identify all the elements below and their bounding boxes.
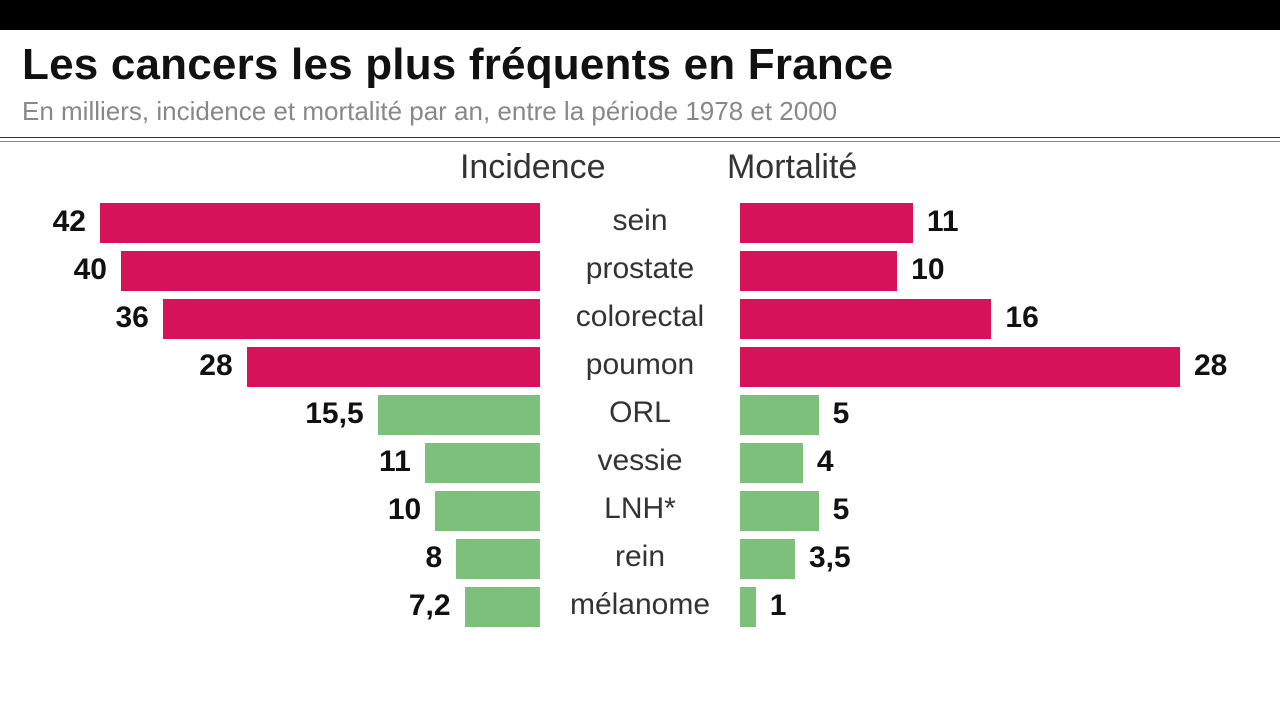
- mortalite-bar: [740, 251, 897, 291]
- category-label: poumon: [586, 348, 694, 382]
- mortalite-value: 3,5: [809, 541, 851, 575]
- incidence-value: 7,2: [409, 589, 451, 623]
- mortalite-bar: [740, 203, 913, 243]
- chart-subtitle: En milliers, incidence et mortalité par …: [0, 96, 1280, 137]
- mortalite-bar: [740, 395, 819, 435]
- incidence-value: 10: [388, 493, 421, 527]
- incidence-bar: [100, 203, 540, 243]
- chart-row: LNH* 10 5: [0, 488, 1280, 536]
- incidence-value: 15,5: [305, 397, 363, 431]
- incidence-value: 40: [74, 253, 107, 287]
- incidence-bar: [465, 587, 540, 627]
- mortalite-value: 16: [1005, 301, 1038, 335]
- mortalite-value: 5: [833, 397, 850, 431]
- incidence-value: 42: [53, 205, 86, 239]
- diverging-bar-chart: Incidence Mortalité sein 42 11 prostate 40 10…: [0, 148, 1280, 708]
- category-label: sein: [612, 204, 667, 238]
- chart-row: rein 8 3,5: [0, 536, 1280, 584]
- divider-top: [0, 137, 1280, 138]
- incidence-value: 11: [379, 445, 411, 479]
- mortalite-bar: [740, 587, 756, 627]
- category-label: LNH*: [604, 492, 676, 526]
- mortalite-bar: [740, 347, 1180, 387]
- incidence-bar: [425, 443, 540, 483]
- category-label: mélanome: [570, 588, 710, 622]
- incidence-bar: [378, 395, 540, 435]
- chart-row: sein 42 11: [0, 200, 1280, 248]
- chart-row: prostate 40 10: [0, 248, 1280, 296]
- mortalite-bar: [740, 443, 803, 483]
- incidence-bar: [247, 347, 540, 387]
- category-label: rein: [615, 540, 665, 574]
- mortalite-value: 28: [1194, 349, 1227, 383]
- chart-title: Les cancers les plus fréquents en France: [0, 30, 1280, 96]
- mortalite-value: 10: [911, 253, 944, 287]
- incidence-value: 8: [426, 541, 443, 575]
- mortalite-bar: [740, 539, 795, 579]
- category-label: ORL: [609, 396, 671, 430]
- mortalite-value: 11: [927, 205, 959, 239]
- mortalite-value: 4: [817, 445, 834, 479]
- incidence-value: 36: [115, 301, 148, 335]
- incidence-bar: [121, 251, 540, 291]
- chart-row: poumon 28 28: [0, 344, 1280, 392]
- chart-row: colorectal 36 16: [0, 296, 1280, 344]
- chart-row: vessie 11 4: [0, 440, 1280, 488]
- incidence-bar: [435, 491, 540, 531]
- mortalite-value: 5: [833, 493, 850, 527]
- mortalite-bar: [740, 299, 991, 339]
- divider-bottom: [0, 141, 1280, 142]
- incidence-bar: [456, 539, 540, 579]
- right-column-heading: Mortalité: [727, 148, 857, 187]
- left-column-heading: Incidence: [460, 148, 606, 187]
- mortalite-value: 1: [770, 589, 787, 623]
- incidence-value: 28: [199, 349, 232, 383]
- mortalite-bar: [740, 491, 819, 531]
- category-label: vessie: [597, 444, 682, 478]
- chart-row: mélanome 7,2 1: [0, 584, 1280, 632]
- incidence-bar: [163, 299, 540, 339]
- chart-row: ORL 15,5 5: [0, 392, 1280, 440]
- category-label: prostate: [586, 252, 694, 286]
- category-label: colorectal: [576, 300, 704, 334]
